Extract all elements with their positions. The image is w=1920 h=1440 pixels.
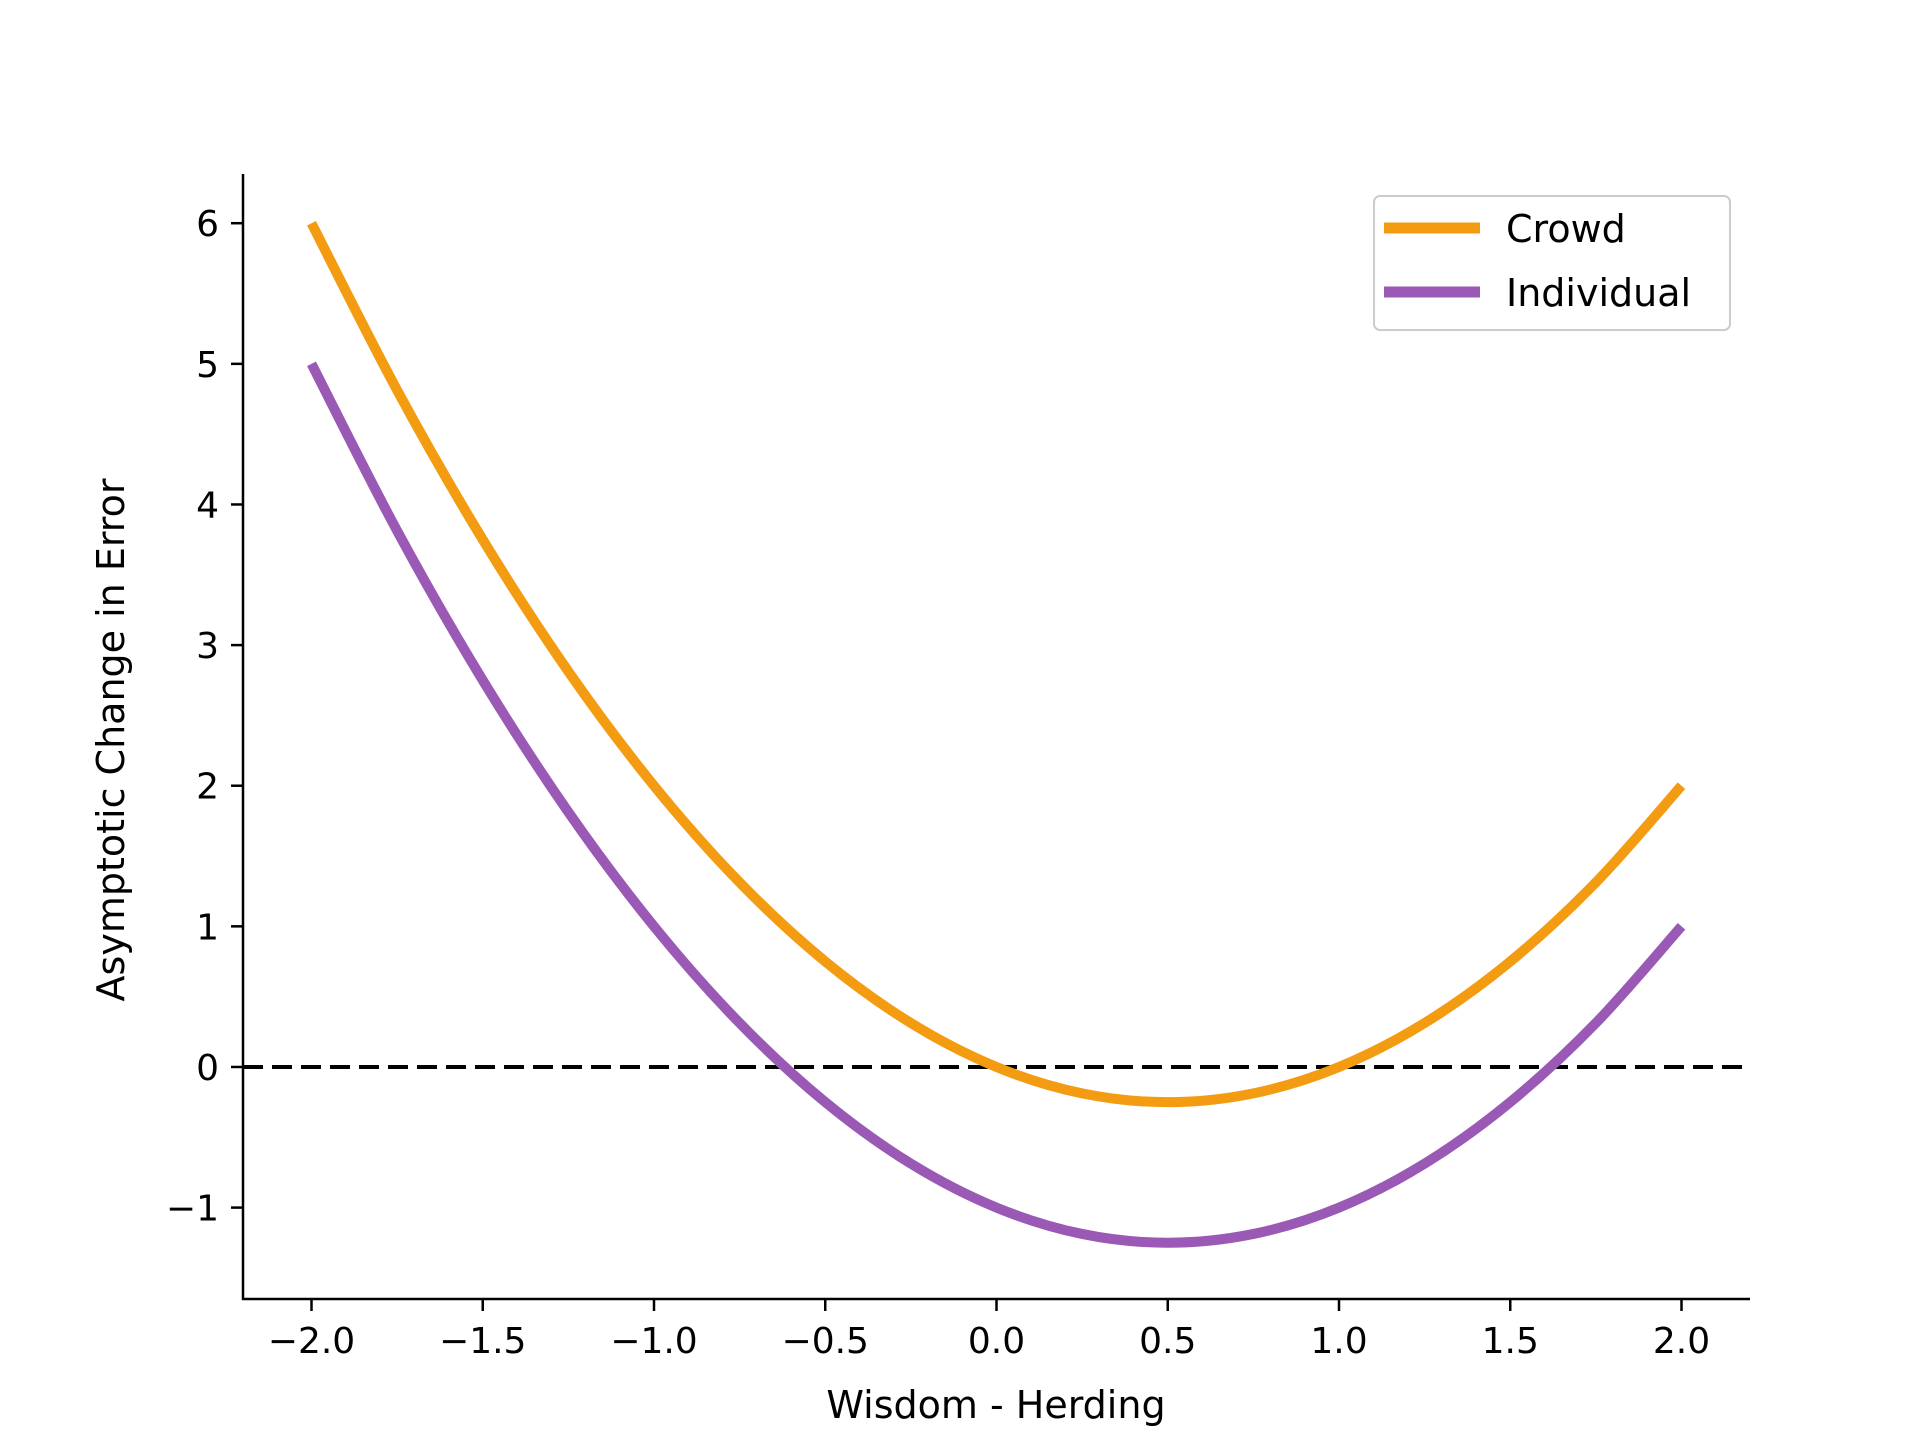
y-tick-label: 4 [196,485,219,526]
legend-label-crowd: Crowd [1506,207,1626,251]
y-tick-label: −1 [166,1189,219,1230]
x-tick-label: 1.0 [1310,1321,1367,1362]
y-tick-label: 2 [196,767,219,808]
x-tick-label: 0.5 [1139,1321,1196,1362]
x-tick-label: −0.5 [782,1321,869,1362]
series-line-individual [307,361,1686,1248]
y-axis-label: Asymptotic Change in Error [89,478,133,1001]
x-axis-label: Wisdom - Herding [826,1383,1165,1427]
x-tick-label: 2.0 [1653,1321,1710,1362]
legend: Crowd Individual [1373,195,1731,331]
x-tick-label: 1.5 [1482,1321,1539,1362]
y-tick-label: 5 [196,345,219,386]
x-tick-label: −1.0 [610,1321,697,1362]
series-line-crowd [307,220,1686,1108]
y-tick-label: 6 [196,204,219,245]
y-tick-label: 0 [196,1048,219,1089]
series-layer [307,220,1686,1248]
x-tick-label: −2.0 [268,1321,355,1362]
axes-layer [241,174,1750,1301]
x-tick-label: −1.5 [439,1321,526,1362]
x-tick-label: 0.0 [968,1321,1025,1362]
ticks-layer: −2.0 −1.5 −1.0 −0.5 0.0 0.5 1.0 1.5 2.0 −1 0 1 2 3 4 5 6 [166,204,1710,1362]
legend-label-individual: Individual [1506,271,1691,315]
y-tick-label: 1 [196,907,219,948]
y-tick-label: 3 [196,626,219,667]
